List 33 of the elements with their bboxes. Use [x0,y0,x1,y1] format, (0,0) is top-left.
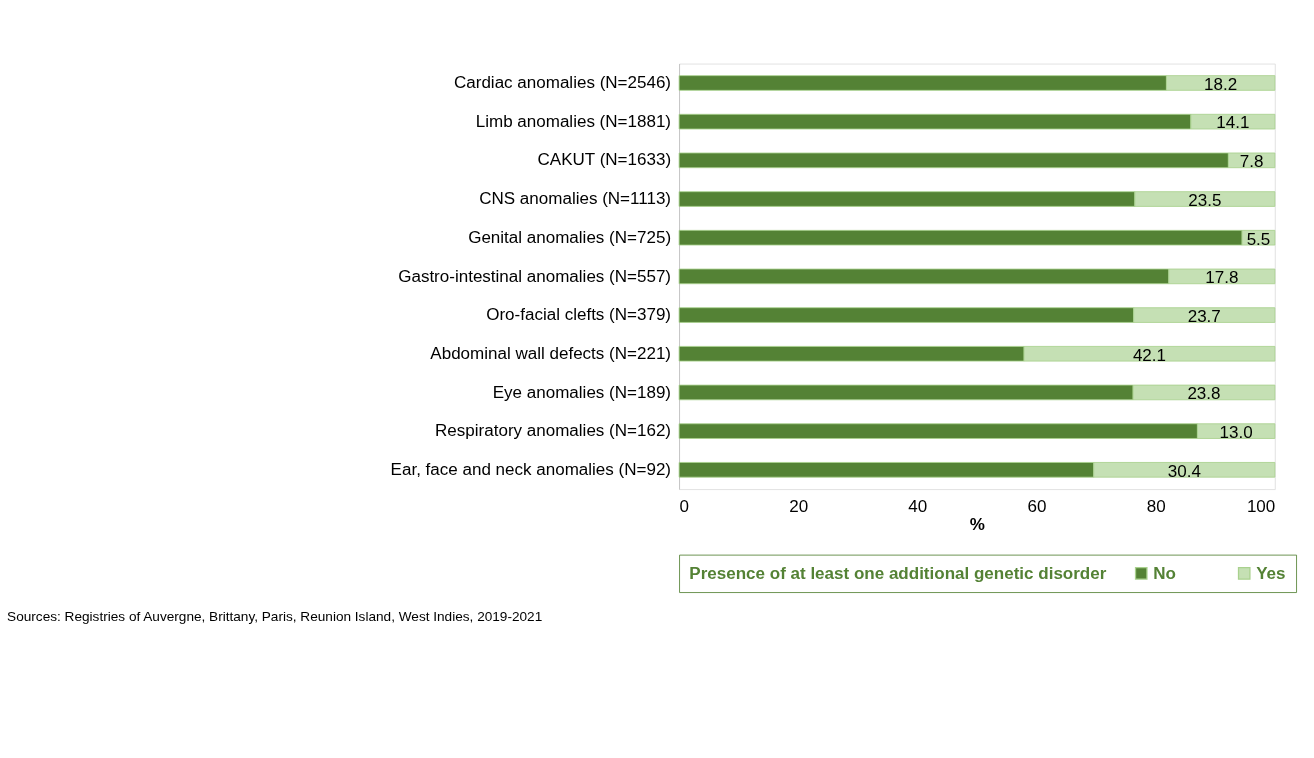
x-tick-label: 100 [1246,496,1276,516]
data-label: 5.5 [1246,229,1271,249]
legend-label: Yes [1256,563,1286,583]
y-tick-label: Limb anomalies (N=1881) [475,111,672,131]
data-label: 42.1 [1132,345,1167,365]
x-axis-title: % [969,515,985,535]
legend-title: Presence of at least one additional genetic disorder [689,563,1107,583]
x-tick-label: 40 [908,496,928,516]
y-tick-label: Abdominal wall defects (N=221) [430,343,672,363]
y-tick-label: Oro-facial clefts (N=379) [486,305,672,325]
x-tick-label: 80 [1146,496,1166,516]
x-tick-label: 20 [789,496,809,516]
data-label: 23.5 [1188,190,1222,210]
y-tick-label: Cardiac anomalies (N=2546) [453,73,672,93]
x-tick-label: 0 [679,496,690,516]
data-label: 18.2 [1204,74,1238,94]
data-label: 30.4 [1167,461,1201,481]
x-tick-label: 60 [1027,496,1047,516]
data-label: 7.8 [1239,152,1264,172]
y-tick-label: Respiratory anomalies (N=162) [435,421,672,441]
y-tick-label: Gastro-intestinal anomalies (N=557) [398,266,672,286]
data-label: 23.8 [1187,384,1221,404]
y-tick-label: Genital anomalies (N=725) [468,227,672,247]
data-label: 17.8 [1205,268,1239,288]
data-label: 14.1 [1216,113,1250,133]
source-note: Sources: Registries of Auvergne, Brittany, Paris, Reunion Island, West Indies, 2019-2021 [7,608,543,624]
y-tick-label: Ear, face and neck anomalies (N=92) [390,459,672,479]
data-label: 23.7 [1187,306,1221,326]
legend-label: No [1153,563,1176,583]
data-label: 13.0 [1219,422,1253,442]
y-tick-label: Eye anomalies (N=189) [492,382,672,402]
y-tick-label: CAKUT (N=1633) [537,150,672,170]
y-tick-label: CNS anomalies (N=1113) [479,189,672,209]
